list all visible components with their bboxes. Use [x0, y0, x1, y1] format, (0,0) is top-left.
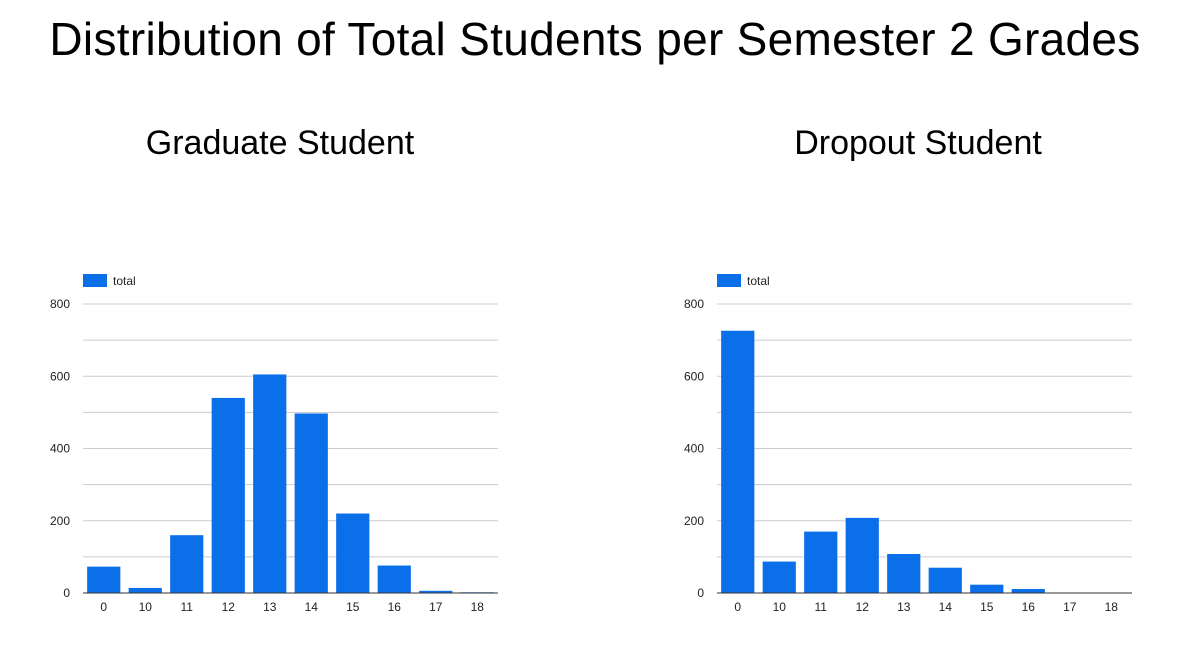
y-tick-label: 200 — [684, 514, 704, 528]
dropout-chart-title: Dropout Student — [794, 124, 1042, 162]
x-tick-label: 18 — [1105, 600, 1119, 614]
legend-swatch — [83, 274, 107, 287]
bar — [762, 561, 796, 593]
x-tick-label: 13 — [263, 600, 277, 614]
bar — [253, 374, 287, 593]
x-tick-label: 16 — [1022, 600, 1036, 614]
y-tick-label: 0 — [63, 586, 70, 600]
x-tick-label: 10 — [139, 600, 153, 614]
y-tick-label: 400 — [50, 442, 70, 456]
bar — [721, 330, 755, 593]
bar — [87, 566, 121, 593]
legend-label: total — [113, 274, 136, 288]
y-tick-label: 400 — [684, 442, 704, 456]
x-tick-label: 18 — [471, 600, 485, 614]
x-tick-label: 14 — [305, 600, 319, 614]
x-tick-label: 13 — [897, 600, 911, 614]
bar — [377, 565, 411, 593]
y-tick-label: 800 — [684, 297, 704, 311]
x-tick-label: 0 — [734, 600, 741, 614]
x-tick-label: 15 — [980, 600, 994, 614]
graduate-bar-chart: 0 200 400 600 800 0 10 11 12 13 14 15 16 17 18 total — [50, 274, 498, 614]
y-tick-label: 800 — [50, 297, 70, 311]
y-tick-label: 0 — [697, 586, 704, 600]
bar — [845, 517, 879, 593]
bar — [887, 553, 921, 593]
x-tick-label: 12 — [222, 600, 236, 614]
y-tick-label: 600 — [50, 369, 70, 383]
x-tick-label: 14 — [939, 600, 953, 614]
bar — [928, 567, 962, 593]
x-tick-label: 16 — [388, 600, 402, 614]
x-tick-label: 12 — [856, 600, 870, 614]
x-tick-label: 11 — [815, 600, 828, 614]
bar — [336, 513, 370, 593]
y-tick-label: 600 — [684, 369, 704, 383]
graduate-chart-title: Graduate Student — [145, 124, 415, 162]
x-tick-label: 17 — [1063, 600, 1077, 614]
x-tick-label: 10 — [773, 600, 787, 614]
bar — [1011, 589, 1045, 593]
y-tick-label: 200 — [50, 514, 70, 528]
x-tick-label: 15 — [346, 600, 360, 614]
x-tick-label: 11 — [181, 600, 194, 614]
x-tick-label: 17 — [429, 600, 443, 614]
legend-swatch — [717, 274, 741, 287]
legend-label: total — [747, 274, 770, 288]
bar — [970, 584, 1004, 593]
page-title: Distribution of Total Students per Semes… — [49, 13, 1141, 65]
bar — [128, 587, 162, 593]
x-tick-label: 0 — [100, 600, 107, 614]
bar — [419, 590, 453, 593]
bar — [211, 397, 245, 593]
bar — [170, 535, 204, 593]
bar — [804, 531, 838, 593]
dropout-bar-chart: 0 200 400 600 800 0 10 11 12 13 14 15 16 17 18 total — [684, 274, 1132, 614]
bar — [294, 413, 328, 593]
